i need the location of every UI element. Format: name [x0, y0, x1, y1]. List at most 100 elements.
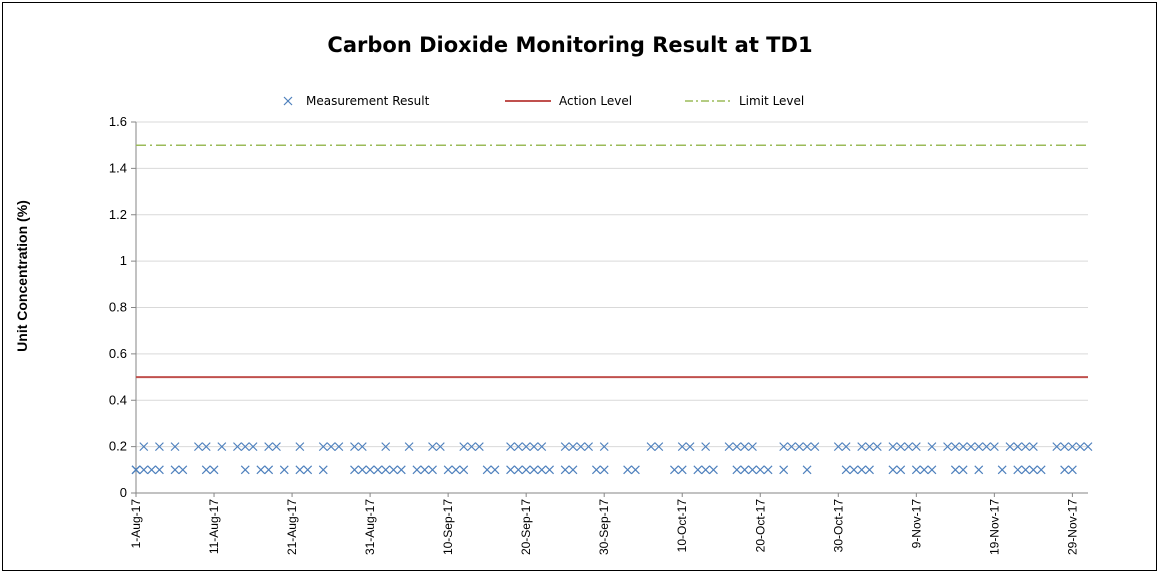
data-point: [139, 442, 149, 452]
data-point-stroke: [139, 442, 149, 452]
data-point: [506, 465, 515, 475]
data-point-stroke: [974, 465, 984, 475]
legend-line-dashdot-icon: [685, 100, 731, 102]
data-point: [670, 465, 679, 475]
data-point: [693, 465, 703, 475]
data-point-stroke: [974, 442, 984, 452]
data-point: [506, 442, 515, 452]
data-point: [529, 465, 539, 475]
data-point: [201, 442, 211, 452]
data-point: [545, 465, 554, 475]
data-point-stroke: [1060, 442, 1070, 452]
data-point-stroke: [381, 442, 391, 452]
data-point-stroke: [911, 442, 921, 452]
data-point-stroke: [560, 465, 570, 475]
data-point: [248, 442, 258, 452]
data-point: [529, 442, 539, 452]
data-point-stroke: [1060, 465, 1070, 475]
data-point-stroke: [1021, 465, 1030, 475]
data-point: [233, 442, 242, 452]
data-point: [950, 442, 960, 452]
data-point: [974, 465, 984, 475]
data-point: [513, 465, 523, 475]
data-point-stroke: [326, 442, 336, 452]
data-point-stroke: [318, 465, 328, 475]
data-point: [1060, 465, 1070, 475]
data-point-stroke: [404, 442, 414, 452]
y-tick-label: 0.8: [109, 300, 127, 315]
data-point: [201, 465, 211, 475]
data-point: [217, 442, 227, 452]
data-point: [373, 465, 383, 475]
data-point-stroke: [217, 442, 227, 452]
data-point-stroke: [623, 465, 633, 475]
data-point-stroke: [802, 465, 812, 475]
data-point-stroke: [545, 465, 554, 475]
data-point-stroke: [654, 442, 664, 452]
data-point-stroke: [194, 442, 203, 452]
grid-lines: [136, 121, 1088, 448]
x-tick-label: 11-Aug-17: [207, 499, 221, 554]
data-point: [779, 465, 789, 475]
data-point: [139, 465, 149, 475]
data-point-stroke: [693, 465, 703, 475]
data-point: [1060, 442, 1070, 452]
data-point-stroke: [490, 465, 500, 475]
data-point: [701, 465, 711, 475]
data-point-stroke: [264, 465, 274, 475]
data-point: [513, 442, 523, 452]
data-point: [396, 465, 406, 475]
data-point-stroke: [365, 465, 375, 475]
data-point: [334, 442, 344, 452]
data-point-stroke: [350, 465, 359, 475]
legend-label-limit: Limit Level: [739, 94, 805, 108]
data-point: [279, 465, 289, 475]
y-tick-label: 0: [120, 485, 127, 500]
data-point: [958, 442, 968, 452]
data-point-stroke: [591, 465, 601, 475]
data-point-stroke: [170, 465, 180, 475]
data-point-stroke: [428, 442, 437, 452]
data-point: [966, 442, 976, 452]
data-point-stroke: [529, 442, 539, 452]
legend-marker-x-icon: [283, 96, 293, 106]
data-point: [888, 465, 898, 475]
data-point: [1021, 465, 1030, 475]
data-point: [802, 465, 812, 475]
data-point-stroke: [763, 465, 773, 475]
data-point-stroke: [506, 442, 515, 452]
data-point: [240, 465, 250, 475]
data-point-stroke: [599, 442, 609, 452]
data-point: [724, 442, 734, 452]
data-point: [560, 442, 570, 452]
data-point: [833, 442, 843, 452]
data-point-stroke: [927, 442, 937, 452]
data-point-stroke: [810, 442, 820, 452]
x-tick-label: 20-Sep-17: [519, 499, 533, 555]
data-point-stroke: [755, 465, 765, 475]
y-tick-label: 0.2: [109, 439, 127, 454]
data-point-stroke: [794, 442, 804, 452]
legend-item-limit: Limit Level: [685, 94, 804, 108]
data-point-stroke: [435, 442, 445, 452]
data-point: [537, 442, 547, 452]
data-point: [1013, 465, 1023, 475]
data-point: [459, 465, 469, 475]
data-point: [451, 465, 461, 475]
data-point-stroke: [919, 465, 929, 475]
data-point: [919, 465, 929, 475]
data-point: [467, 442, 476, 452]
data-point-stroke: [240, 465, 250, 475]
legend-item-measurement: Measurement Result: [278, 94, 429, 108]
data-point: [490, 465, 500, 475]
data-point-stroke: [381, 465, 391, 475]
data-point: [443, 465, 453, 475]
data-point: [389, 465, 398, 475]
data-point-stroke: [1028, 442, 1038, 452]
axes: [131, 121, 1088, 497]
data-point-stroke: [139, 465, 149, 475]
data-point: [1075, 442, 1085, 452]
data-point-stroke: [1005, 442, 1015, 452]
data-point-stroke: [240, 442, 250, 452]
y-tick-label: 0.6: [109, 346, 127, 361]
